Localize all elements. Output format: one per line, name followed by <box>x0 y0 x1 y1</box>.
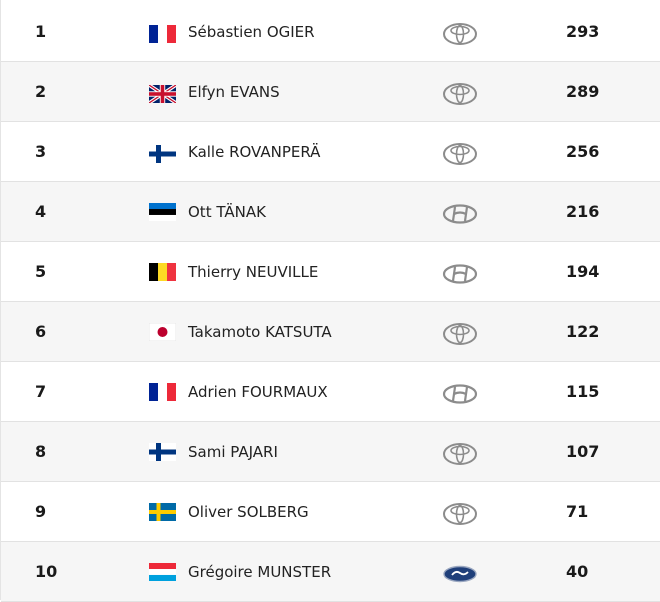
table-row[interactable]: 8 Sami PAJARI 107 <box>1 422 660 482</box>
table-row[interactable]: 5 Thierry NEUVILLE 194 <box>1 242 660 302</box>
position: 6 <box>35 322 47 341</box>
points: 293 <box>566 22 600 41</box>
driver-name: Kalle ROVANPERÄ <box>188 143 321 161</box>
table-row[interactable]: 4 Ott TÄNAK 216 <box>1 182 660 242</box>
driver-name: Ott TÄNAK <box>188 203 266 221</box>
points: 40 <box>566 562 589 581</box>
position: 3 <box>35 142 47 161</box>
points: 115 <box>566 382 600 401</box>
position: 5 <box>35 262 47 281</box>
toyota-logo-icon <box>442 502 478 526</box>
position: 1 <box>35 22 47 41</box>
toyota-logo-icon <box>442 322 478 346</box>
japan-flag-icon <box>149 323 176 341</box>
driver-name: Oliver SOLBERG <box>188 503 309 521</box>
position: 9 <box>35 502 47 521</box>
toyota-logo-icon <box>442 82 478 106</box>
finland-flag-icon <box>149 145 176 163</box>
hyundai-logo-icon <box>442 202 478 226</box>
driver-name: Grégoire MUNSTER <box>188 563 332 581</box>
france-flag-icon <box>149 383 176 401</box>
uk-flag-icon <box>149 85 176 103</box>
position: 4 <box>35 202 47 221</box>
driver-name: Adrien FOURMAUX <box>188 383 328 401</box>
hyundai-logo-icon <box>442 262 478 286</box>
table-row[interactable]: 2 Elfyn EVANS 289 <box>1 62 660 122</box>
position: 7 <box>35 382 47 401</box>
toyota-logo-icon <box>442 142 478 166</box>
table-row[interactable]: 7 Adrien FOURMAUX 115 <box>1 362 660 422</box>
position: 8 <box>35 442 47 461</box>
points: 107 <box>566 442 600 461</box>
belgium-flag-icon <box>149 263 176 281</box>
ford-logo-icon <box>442 562 478 586</box>
driver-name: Sébastien OGIER <box>188 23 315 41</box>
points: 216 <box>566 202 600 221</box>
points: 71 <box>566 502 589 521</box>
driver-name: Elfyn EVANS <box>188 83 280 101</box>
table-row[interactable]: 3 Kalle ROVANPERÄ 256 <box>1 122 660 182</box>
toyota-logo-icon <box>442 442 478 466</box>
driver-name: Takamoto KATSUTA <box>188 323 332 341</box>
driver-name: Thierry NEUVILLE <box>188 263 319 281</box>
france-flag-icon <box>149 25 176 43</box>
table-row[interactable]: 10 Grégoire MUNSTER 40 <box>1 542 660 602</box>
toyota-logo-icon <box>442 22 478 46</box>
position: 2 <box>35 82 47 101</box>
driver-name: Sami PAJARI <box>188 443 278 461</box>
table-row[interactable]: 9 Oliver SOLBERG 71 <box>1 482 660 542</box>
points: 194 <box>566 262 600 281</box>
table-row[interactable]: 1 Sébastien OGIER 293 <box>1 2 660 62</box>
points: 122 <box>566 322 600 341</box>
table-row[interactable]: 6 Takamoto KATSUTA 122 <box>1 302 660 362</box>
luxembourg-flag-icon <box>149 563 176 581</box>
hyundai-logo-icon <box>442 382 478 406</box>
sweden-flag-icon <box>149 503 176 521</box>
points: 256 <box>566 142 600 161</box>
points: 289 <box>566 82 600 101</box>
position: 10 <box>35 562 58 581</box>
finland-flag-icon <box>149 443 176 461</box>
estonia-flag-icon <box>149 203 176 221</box>
